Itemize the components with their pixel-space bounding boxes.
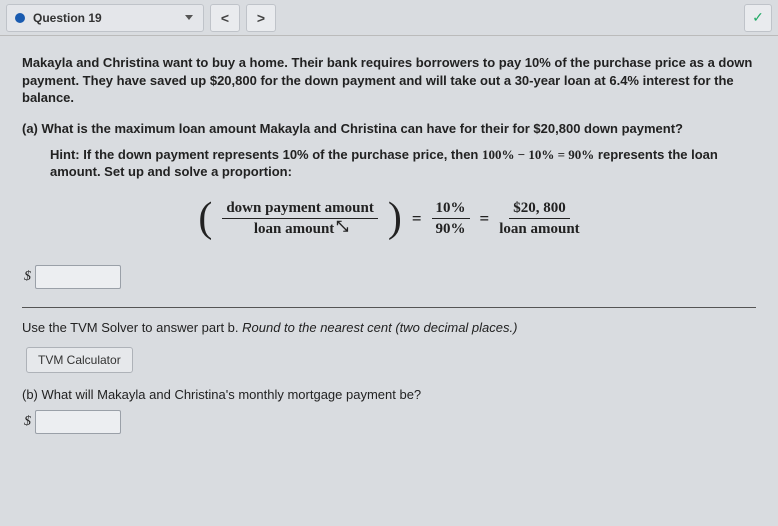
fraction-2: 10% 90% bbox=[432, 199, 470, 240]
currency-label-b: $ bbox=[24, 414, 31, 430]
frac1-den: loan amount⤡ bbox=[254, 219, 346, 239]
equals-2: = bbox=[480, 209, 490, 229]
check-button[interactable]: ✓ bbox=[744, 4, 772, 32]
hint-text-1: If the down payment represents 10% of th… bbox=[83, 147, 482, 162]
part-a-hint: Hint: If the down payment represents 10%… bbox=[50, 146, 756, 181]
question-label: Question 19 bbox=[33, 11, 102, 25]
chevron-left-icon: < bbox=[221, 10, 229, 26]
chevron-right-icon: > bbox=[257, 10, 265, 26]
prev-button[interactable]: < bbox=[210, 4, 240, 32]
currency-label: $ bbox=[24, 269, 31, 285]
part-a-prefix: (a) bbox=[22, 121, 42, 136]
part-a-question: (a) What is the maximum loan amount Maka… bbox=[22, 121, 756, 136]
status-dot-icon bbox=[15, 13, 25, 23]
topbar: Question 19 < > ✓ bbox=[0, 0, 778, 36]
frac2-num: 10% bbox=[432, 199, 470, 220]
tvm-label: TVM Calculator bbox=[38, 353, 121, 367]
hint-prefix: Hint: bbox=[50, 147, 83, 162]
chevron-down-icon bbox=[185, 15, 193, 20]
part-b-instr-1: Use the TVM Solver to answer part b. bbox=[22, 320, 242, 335]
answer-b-row: $ bbox=[24, 410, 756, 434]
part-b-instruction: Use the TVM Solver to answer part b. Rou… bbox=[22, 320, 756, 335]
check-icon: ✓ bbox=[752, 9, 764, 26]
paren-left-icon: ( bbox=[198, 200, 212, 238]
frac3-den: loan amount bbox=[499, 219, 579, 239]
divider bbox=[22, 307, 756, 308]
hint-math: 100% − 10% = 90% bbox=[482, 147, 594, 162]
frac1-num: down payment amount bbox=[222, 199, 378, 220]
question-dropdown[interactable]: Question 19 bbox=[6, 4, 204, 32]
next-button[interactable]: > bbox=[246, 4, 276, 32]
tvm-calculator-button[interactable]: TVM Calculator bbox=[26, 347, 133, 373]
part-b-prefix: (b) bbox=[22, 387, 42, 402]
intro-text: Makayla and Christina want to buy a home… bbox=[22, 54, 756, 107]
cursor-icon: ⤡ bbox=[336, 219, 348, 235]
part-b-question: (b) What will Makayla and Christina's mo… bbox=[22, 387, 756, 402]
fraction-3: $20, 800 loan amount bbox=[499, 199, 579, 240]
question-content: Makayla and Christina want to buy a home… bbox=[0, 36, 778, 462]
part-b-instr-2: Round to the nearest cent (two decimal p… bbox=[242, 320, 517, 335]
part-b-text: What will Makayla and Christina's monthl… bbox=[42, 387, 422, 402]
equals-1: = bbox=[412, 209, 422, 229]
answer-a-input[interactable] bbox=[35, 265, 121, 289]
frac3-num: $20, 800 bbox=[509, 199, 570, 220]
formula: ( down payment amount loan amount⤡ ) = 1… bbox=[22, 199, 756, 240]
paren-right-icon: ) bbox=[388, 200, 402, 238]
frac2-den: 90% bbox=[436, 219, 466, 239]
fraction-1: down payment amount loan amount⤡ bbox=[222, 199, 378, 240]
answer-b-input[interactable] bbox=[35, 410, 121, 434]
answer-a-row: $ bbox=[24, 265, 756, 289]
part-a-text: What is the maximum loan amount Makayla … bbox=[42, 121, 684, 136]
